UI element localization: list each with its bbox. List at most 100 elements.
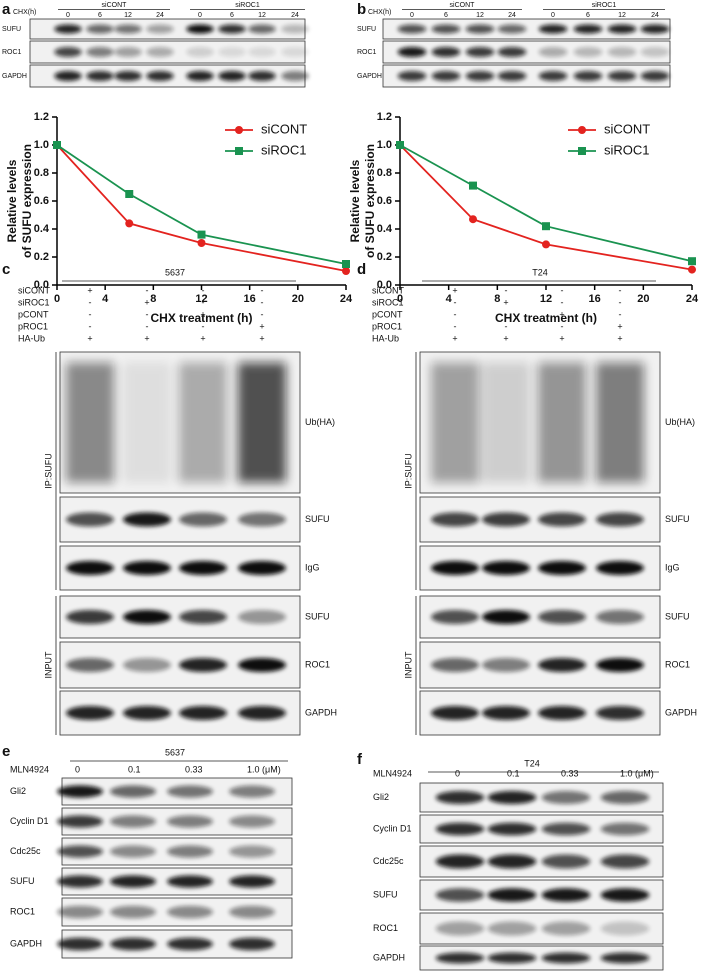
point [125,219,134,228]
band [57,937,103,951]
sign: - [89,321,92,331]
band [229,937,275,951]
band [541,952,591,964]
point [342,260,350,268]
sign: - [454,309,457,319]
band [167,905,213,919]
sign: + [144,297,149,307]
legend-marker [235,126,243,134]
smear [238,362,286,483]
band [110,875,156,888]
band [538,561,586,575]
sign: - [202,297,205,307]
band [179,512,227,527]
band [114,24,142,34]
band [573,71,603,81]
band [167,845,213,858]
band [281,71,309,81]
x-tick-label: 0 [397,293,403,305]
sign: + [87,333,92,343]
panel-label: d [357,261,366,278]
row-label: SUFU [665,611,690,621]
point [197,239,206,247]
band [186,71,214,81]
band [487,790,537,805]
lane-label: 6 [586,12,590,19]
y-tick-label: 0.8 [34,167,49,179]
band [86,71,114,81]
x-tick-label: 4 [102,293,109,305]
sign: - [619,297,622,307]
lane-label: 24 [508,12,516,19]
row-label: ROC1 [373,923,398,933]
legend-marker [578,147,586,155]
band [218,71,246,81]
y-tick-label: 0.2 [34,251,49,263]
band [66,658,114,672]
lane-label: 12 [618,12,626,19]
point [542,222,550,231]
legend-label: siROC1 [604,142,650,157]
side-label: IP:SUFU [43,453,53,489]
panel-label: a [2,1,11,18]
x-axis-label: CHX treatment (h) [150,311,252,325]
band [538,71,568,81]
band [541,888,591,902]
panel-label: e [2,743,10,760]
band [229,875,275,888]
y-tick-label: 0.4 [377,223,393,235]
row-label: GAPDH [305,707,337,717]
row-label: GAPDH [665,707,697,717]
dose: 0.33 [185,764,203,774]
row-label: ROC1 [10,906,35,916]
band [465,47,495,57]
x-tick-label: 12 [195,293,207,305]
y-tick-label: 0.4 [34,223,50,235]
row-label: Cdc25c [10,846,41,856]
lane-label: 12 [124,12,132,19]
row-label: SUFU [357,26,376,33]
x-tick-label: 8 [494,293,500,305]
row-label: IgG [305,562,320,572]
band [57,875,103,888]
sign: + [559,309,564,319]
band [487,952,537,964]
y-tick-label: 0.8 [377,167,392,179]
sign: + [144,333,149,343]
sign: - [202,321,205,331]
band [110,815,156,828]
sign: + [617,321,622,331]
legend-label: siCONT [261,121,307,136]
band [186,47,214,57]
band [179,561,227,575]
band [435,952,485,964]
band [397,24,427,34]
cell-line: 5637 [165,747,185,757]
band [497,24,527,34]
band [431,71,461,81]
sign: + [503,333,508,343]
header: CHX(h) [13,9,36,16]
cell-line: 5637 [165,267,185,277]
band [114,47,142,57]
band [57,845,103,858]
band [435,888,485,902]
band [482,706,530,720]
sign: - [619,309,622,319]
band [541,854,591,869]
band [538,47,568,57]
sign: - [505,309,508,319]
band [600,952,650,964]
band [238,658,286,672]
band [281,47,309,57]
band [538,610,586,624]
y-tick-label: 0.6 [377,195,392,207]
band [167,815,213,828]
band [110,905,156,919]
point [688,265,696,274]
band [607,71,637,81]
band [123,706,171,720]
band [238,561,286,575]
band [541,790,591,805]
band [435,854,485,869]
